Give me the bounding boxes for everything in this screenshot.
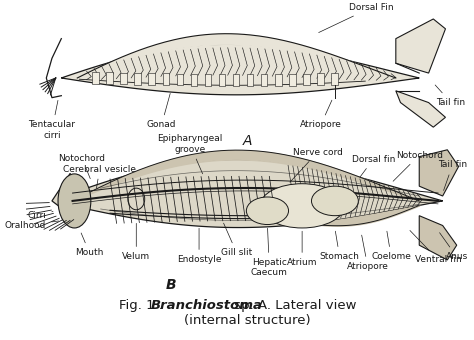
Text: Tentacular
cirri: Tentacular cirri [28,100,75,140]
Text: Notochord: Notochord [393,151,443,181]
Bar [205,74,211,86]
Text: Endostyle: Endostyle [177,228,221,264]
Bar [177,74,183,85]
Bar [233,74,239,86]
Ellipse shape [246,197,289,224]
Text: Cirri: Cirri [27,211,53,220]
Text: Atriopore: Atriopore [347,235,389,271]
Text: Atrium: Atrium [287,231,318,267]
Text: (internal structure): (internal structure) [184,314,311,327]
Polygon shape [61,44,419,95]
Bar [106,72,113,84]
Bar [148,73,155,85]
Text: Anus: Anus [439,233,468,261]
Text: Gill slit: Gill slit [221,223,252,257]
Bar [191,74,197,86]
Text: B: B [165,278,176,292]
Text: A: A [243,134,253,148]
Bar [261,74,267,86]
Text: Atriopore: Atriopore [300,100,342,129]
Text: Branchiostoma: Branchiostoma [150,299,262,312]
Bar [275,74,282,86]
Text: Hepatic
Caecum: Hepatic Caecum [251,228,288,277]
Text: Tail fin: Tail fin [438,160,467,190]
Ellipse shape [311,186,358,216]
Bar [247,74,254,86]
Polygon shape [52,159,443,227]
Text: Oralhood: Oralhood [5,221,59,230]
Text: Tail fin: Tail fin [435,85,465,107]
Text: Stomach: Stomach [319,231,360,261]
Polygon shape [396,19,446,73]
Bar [92,72,99,84]
Text: Cerebral vesicle: Cerebral vesicle [63,165,136,188]
Ellipse shape [58,174,91,228]
Text: sp. A. Lateral view: sp. A. Lateral view [230,299,356,312]
Text: Epipharyngeal
groove: Epipharyngeal groove [157,134,222,174]
Text: Gonad: Gonad [147,94,176,129]
Text: Mouth: Mouth [75,233,104,257]
Polygon shape [419,216,457,260]
Text: Notochord: Notochord [58,154,106,179]
Bar [289,74,296,86]
Bar [135,73,141,85]
Text: Dorsal fin: Dorsal fin [352,155,395,177]
Text: Ventral fin: Ventral fin [410,231,461,264]
Text: Fig. 1 .: Fig. 1 . [119,299,164,312]
Ellipse shape [260,184,344,228]
Text: Velum: Velum [122,223,150,261]
Bar [303,73,310,85]
Bar [331,73,337,85]
Bar [120,73,127,84]
Text: Dorsal Fin: Dorsal Fin [319,3,393,33]
Polygon shape [419,150,458,196]
Bar [317,73,324,85]
Bar [163,73,169,85]
Text: Nerve cord: Nerve cord [290,148,343,182]
Bar [219,74,225,86]
Text: Coelome: Coelome [371,231,411,261]
Polygon shape [396,91,446,127]
